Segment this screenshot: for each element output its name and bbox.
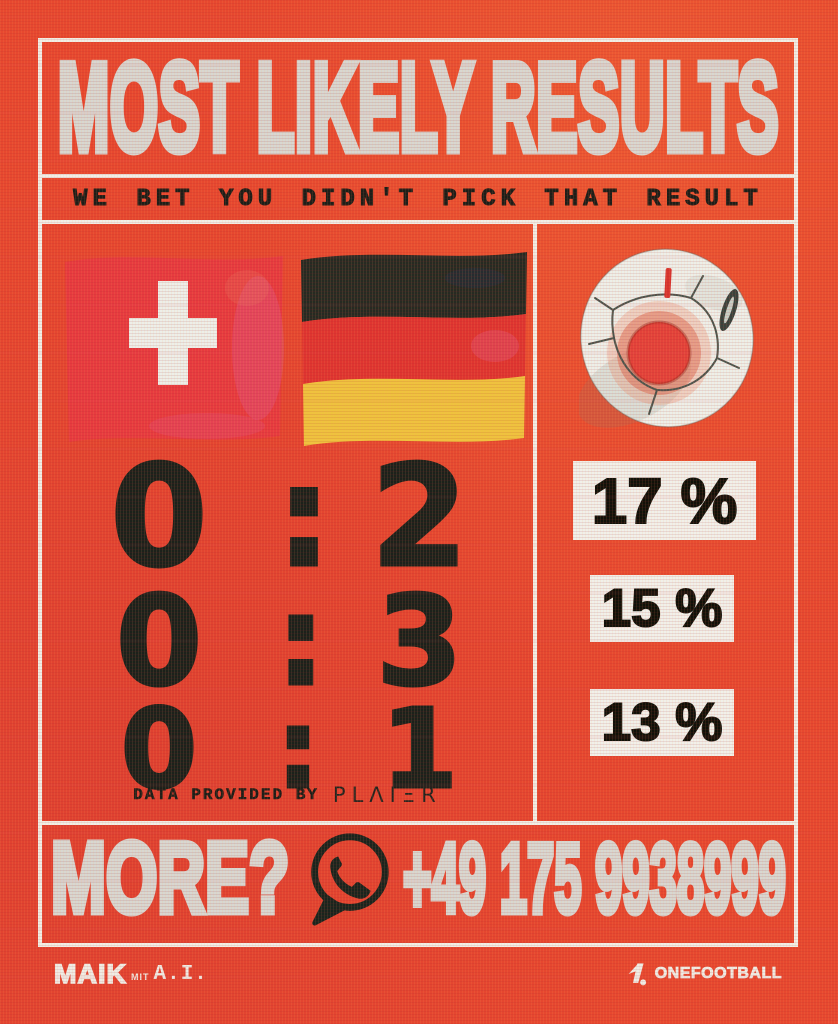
phone-number[interactable]: +49 175 9938999 (401, 823, 787, 933)
score-home: 0 (114, 570, 203, 714)
onefootball-icon (625, 961, 648, 987)
maik-ai-logo: MAIK MIT A.I. (53, 958, 208, 990)
probability-badge: 13 % (590, 689, 734, 756)
score-away: 3 (375, 570, 464, 714)
attribution-label: DATA PROVIDED BY (133, 786, 319, 805)
more-label-wrap: MORE? (49, 825, 292, 932)
switzerland-flag (57, 248, 290, 455)
score-row: 0 : 3 (42, 570, 533, 714)
title-section: MOST LIKELY RESULTS (42, 42, 794, 178)
probability-value: 13 % (601, 693, 724, 752)
football-image (576, 248, 754, 435)
probability-badge: 15 % (590, 575, 734, 642)
score-row: 0 : 2 (42, 436, 533, 599)
score-home: 0 (109, 436, 209, 599)
onefootball-label: ONEFOOTBALL (654, 965, 782, 983)
onefootball-logo: ONEFOOTBALL (625, 961, 782, 987)
subtitle-strip: WE BET YOU DIDN'T PICK THAT RESULT (42, 178, 794, 224)
subtitle: WE BET YOU DIDN'T PICK THAT RESULT (73, 185, 763, 213)
page-title: MOST LIKELY RESULTS (55, 39, 780, 177)
poster-frame: MOST LIKELY RESULTS WE BET YOU DIDN'T PI… (38, 38, 798, 947)
attribution: DATA PROVIDED BY PLΛIΞR (42, 783, 533, 807)
maik-logo-mit: MIT (131, 972, 150, 982)
probability-panel: 17 % 15 % 13 % (537, 224, 790, 821)
score-away: 2 (369, 436, 469, 599)
probability-badge: 17 % (573, 461, 756, 540)
score-away: 1 (380, 685, 460, 813)
score-separator: : (274, 436, 333, 599)
footer: MAIK MIT A.I. ONEFOOTBALL (38, 950, 798, 998)
whatsapp-icon[interactable] (297, 829, 397, 927)
maik-logo-main: MAIK (53, 958, 127, 990)
score-row: 0 : 1 (42, 685, 533, 813)
probability-value: 17 % (591, 464, 739, 537)
germany-flag (295, 248, 532, 455)
phone-number-wrap: +49 175 9938999 (401, 826, 787, 931)
more-label: MORE? (49, 822, 292, 934)
results-panel: 0 : 2 0 : 3 0 : 1 DATA PROVIDED BY P (42, 224, 537, 821)
main-section: 0 : 2 0 : 3 0 : 1 DATA PROVIDED BY P (42, 224, 794, 821)
cta-strip: MORE? +49 175 9938999 (42, 821, 794, 932)
maik-logo-ai: A.I. (153, 962, 208, 986)
probability-value: 15 % (601, 579, 724, 638)
plaier-logo: PLΛIΞR (332, 783, 442, 807)
score-home: 0 (119, 685, 199, 813)
